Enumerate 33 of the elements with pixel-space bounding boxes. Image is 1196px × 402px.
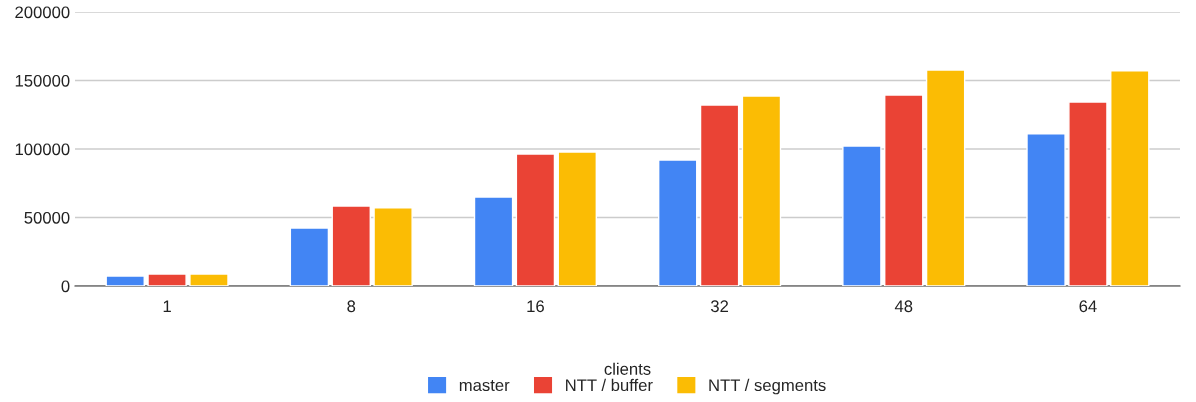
y-tick-label: 100000 [15, 143, 70, 156]
bar [884, 94, 924, 286]
x-tick-label: 1 [163, 300, 171, 312]
x-tick-label: 64 [1079, 300, 1097, 313]
x-tick-label: 8 [347, 300, 356, 313]
x-tick-label: 48 [894, 300, 913, 313]
legend-label: NTT / segments [709, 378, 826, 395]
bar [515, 153, 556, 286]
bar [289, 227, 330, 286]
legend-label: NTT / buffer [566, 378, 653, 392]
bar [373, 207, 413, 286]
bar [1068, 101, 1108, 286]
bar [925, 69, 966, 286]
legend-label: master [459, 380, 510, 392]
y-tick-label: 50000 [24, 211, 70, 224]
bar [842, 145, 882, 286]
bar [1110, 70, 1150, 286]
x-axis-title: clients [604, 362, 651, 375]
y-tick-label: 0 [61, 280, 70, 293]
bar [105, 275, 145, 286]
x-tick-label: 32 [710, 300, 729, 313]
bar [657, 159, 698, 286]
bar [147, 273, 187, 286]
bar [331, 205, 371, 286]
bar [699, 104, 740, 286]
bar [473, 196, 514, 286]
bar [741, 95, 782, 286]
y-tick-label: 150000 [15, 74, 70, 87]
bar [189, 273, 229, 286]
bar [1026, 133, 1066, 286]
bar [557, 151, 598, 286]
x-tick-label: 16 [527, 300, 544, 313]
y-tick-label: 200000 [15, 6, 70, 19]
